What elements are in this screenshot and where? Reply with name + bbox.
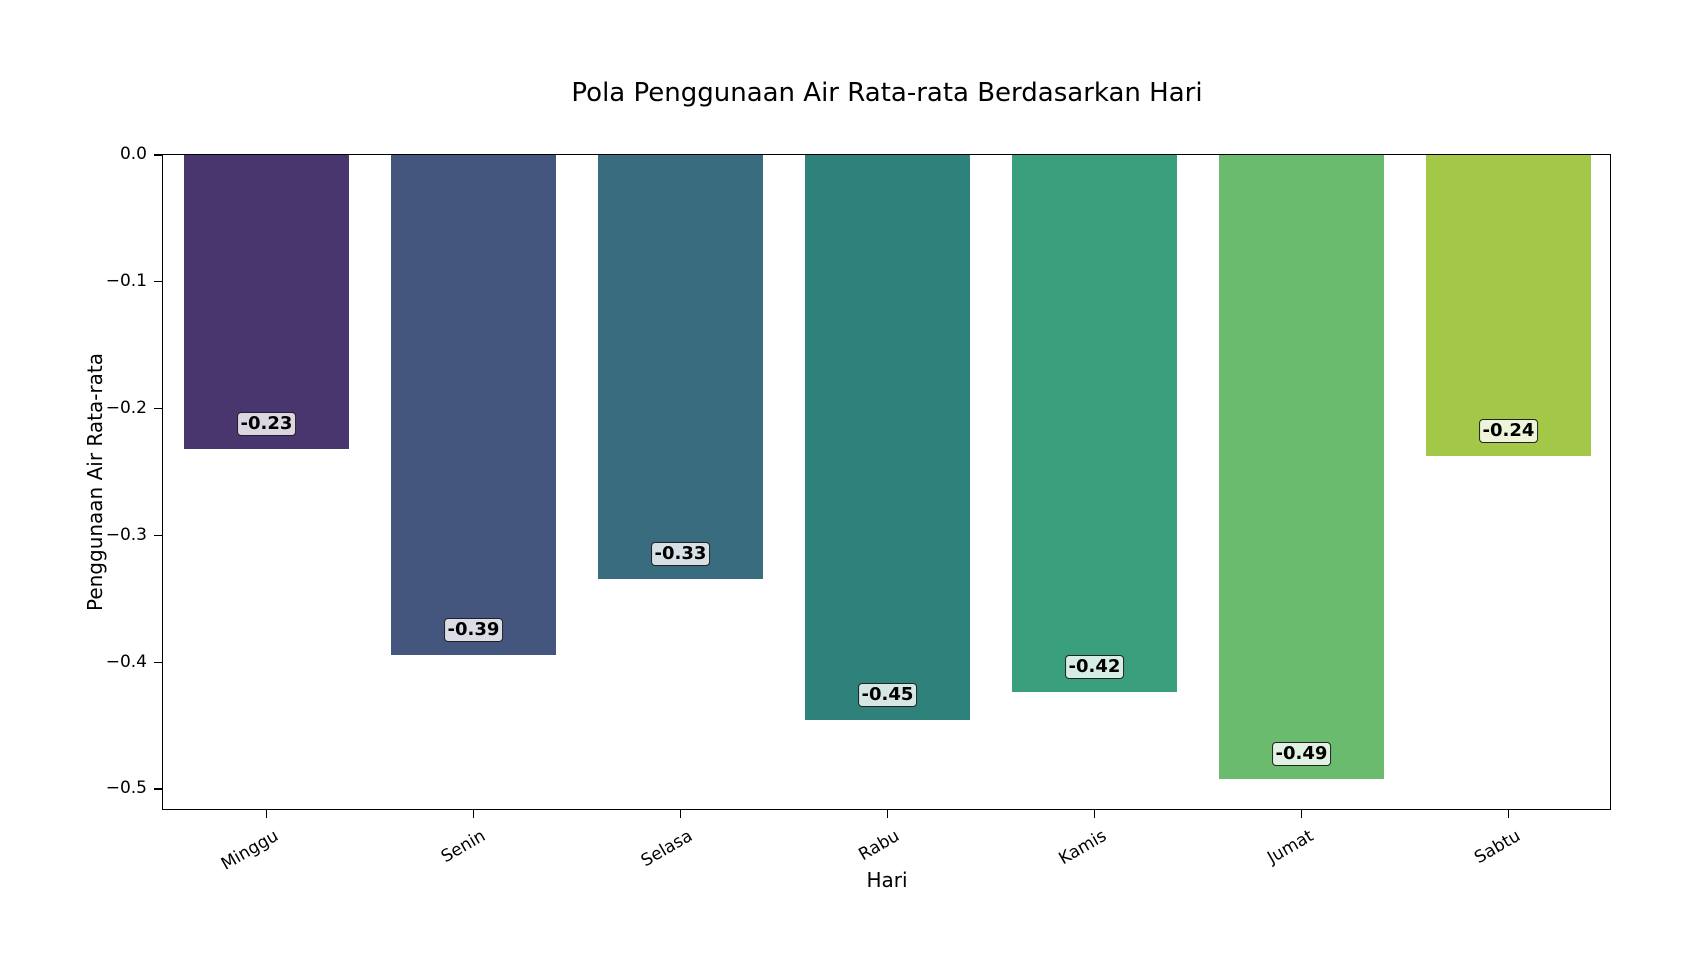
x-tick-label: Minggu (217, 826, 282, 875)
x-tick-label: Rabu (854, 826, 903, 866)
bar-rabu (804, 155, 971, 720)
y-tick (154, 280, 162, 283)
x-tick-label: Sabtu (1470, 826, 1524, 869)
x-tick-label: Senin (437, 826, 489, 868)
value-label: -0.42 (1064, 654, 1125, 679)
bar-minggu (183, 155, 350, 450)
x-tick-label: Jumat (1263, 826, 1317, 869)
y-tick-label: −0.5 (105, 778, 147, 799)
y-axis-label: Penggunaan Air Rata-rata (83, 352, 107, 612)
x-tick (886, 810, 888, 818)
bar-kamis (1011, 155, 1178, 692)
x-tick (1093, 810, 1095, 818)
x-tick-label: Selasa (637, 826, 696, 872)
x-tick (265, 810, 267, 818)
y-tick (154, 154, 162, 156)
chart-title: Pola Penggunaan Air Rata-rata Berdasarka… (571, 78, 1203, 108)
y-tick (154, 407, 162, 410)
value-label: -0.45 (857, 682, 918, 707)
y-tick-label: 0.0 (119, 144, 147, 164)
x-tick (472, 810, 474, 818)
y-tick (154, 788, 162, 790)
x-axis-label: Hari (866, 868, 908, 892)
bar-sabtu (1425, 155, 1592, 456)
y-tick-label: −0.4 (105, 651, 147, 672)
x-tick (679, 810, 681, 818)
y-tick-label: −0.3 (105, 524, 147, 545)
x-tick (1300, 810, 1302, 818)
bar-senin (390, 155, 557, 655)
plot-area: -0.23 -0.39 -0.33 -0.45 -0.42 -0.49 -0.24 (162, 154, 1611, 810)
y-tick (154, 661, 162, 664)
value-label: -0.33 (650, 541, 711, 566)
y-tick-label: −0.2 (105, 397, 147, 418)
value-label: -0.23 (236, 412, 297, 437)
value-label: -0.24 (1478, 418, 1539, 443)
y-tick (154, 534, 162, 537)
bar-jumat (1218, 155, 1385, 780)
x-tick (1507, 810, 1509, 818)
x-tick-label: Kamis (1054, 826, 1110, 870)
bar-selasa (597, 155, 764, 579)
value-label: -0.39 (443, 617, 504, 642)
y-tick-label: −0.1 (105, 270, 147, 291)
value-label: -0.49 (1271, 742, 1332, 767)
